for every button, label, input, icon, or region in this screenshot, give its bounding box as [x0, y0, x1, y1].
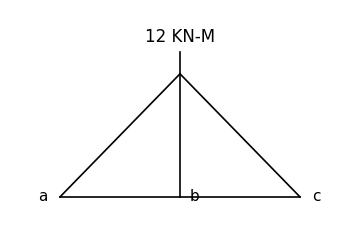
Text: 12 KN-M: 12 KN-M [145, 28, 215, 46]
Text: a: a [39, 189, 48, 204]
Text: b: b [190, 189, 199, 204]
Text: c: c [312, 189, 321, 204]
